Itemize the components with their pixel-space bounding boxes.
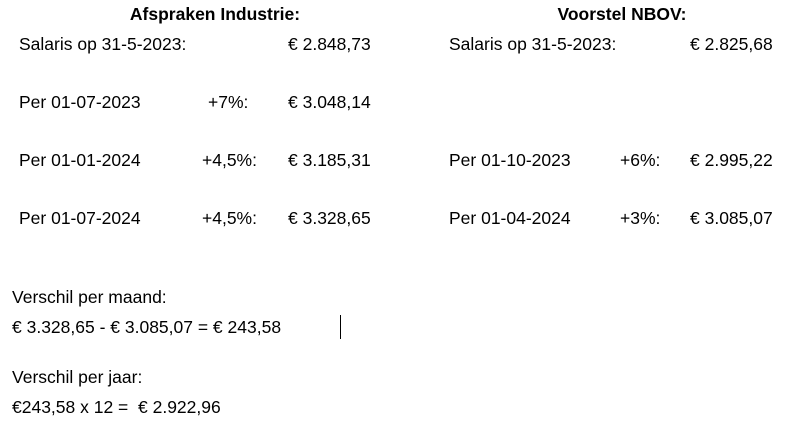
yearly-calculation: €243,58 x 12 = € 2.922,96 <box>12 397 221 417</box>
row-label: Per 01-07-2023 <box>19 92 141 112</box>
row-amount: € 3.048,14 <box>288 92 371 112</box>
yearly-heading: Verschil per jaar: <box>12 367 143 387</box>
row-label: Per 01-10-2023 <box>449 150 571 170</box>
row-amount: € 2.848,73 <box>288 34 371 54</box>
row-percent: +6%: <box>620 150 661 170</box>
monthly-heading: Verschil per maand: <box>12 287 167 307</box>
row-label: Salaris op 31-5-2023: <box>449 34 617 54</box>
row-amount: € 3.185,31 <box>288 150 371 170</box>
row-label: Per 01-01-2024 <box>19 150 141 170</box>
row-percent: +4,5%: <box>202 208 257 228</box>
left-title: Afspraken Industrie: <box>129 4 301 24</box>
row-label: Per 01-04-2024 <box>449 208 571 228</box>
row-percent: +3%: <box>620 208 661 228</box>
right-title: Voorstel NBOV: <box>557 4 687 24</box>
row-amount: € 3.085,07 <box>690 208 773 228</box>
row-amount: € 2.995,22 <box>690 150 773 170</box>
monthly-calculation: € 3.328,65 - € 3.085,07 = € 243,58 <box>12 317 282 337</box>
row-label: Per 01-07-2024 <box>19 208 141 228</box>
text-cursor <box>340 315 341 339</box>
row-label: Salaris op 31-5-2023: <box>19 34 187 54</box>
row-percent: +7%: <box>208 92 249 112</box>
row-percent: +4,5%: <box>202 150 257 170</box>
row-amount: € 2.825,68 <box>690 34 773 54</box>
row-amount: € 3.328,65 <box>288 208 371 228</box>
